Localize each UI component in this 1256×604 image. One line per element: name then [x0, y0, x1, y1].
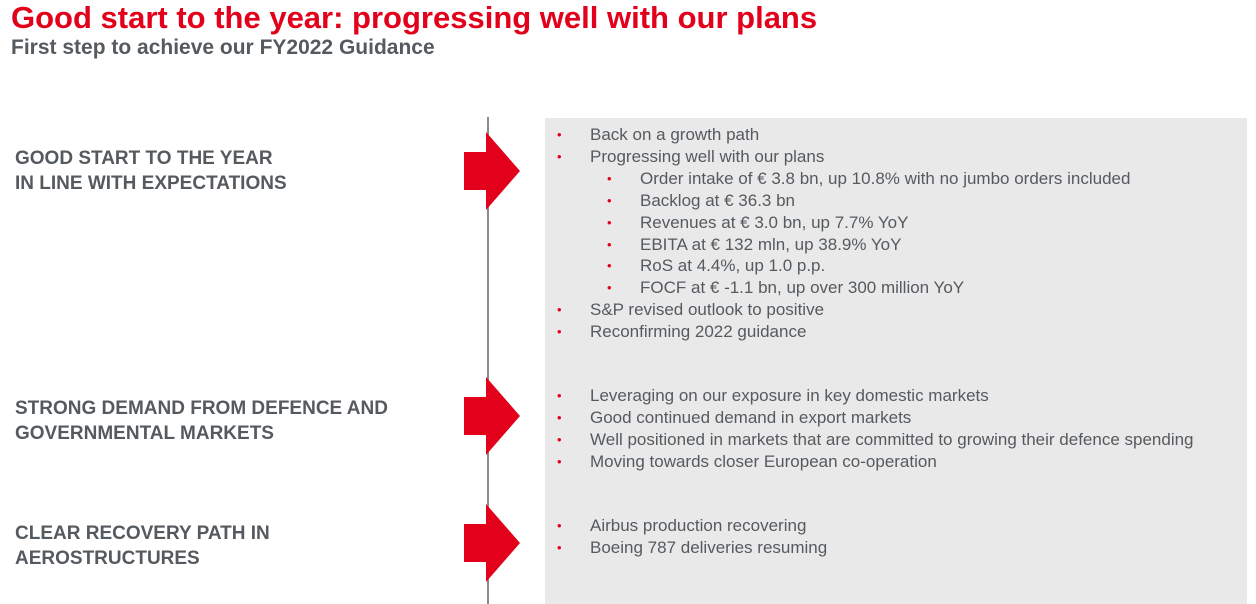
right-arrow-icon: [464, 504, 520, 582]
list-item: • Leveraging on our exposure in key domes…: [557, 386, 989, 405]
list-item: • Reconfirming 2022 guidance: [557, 322, 807, 342]
bullet-icon: •: [557, 453, 562, 469]
bullet-icon: •: [557, 127, 562, 142]
bullet-list-strong-demand: • Leveraging on our exposure in key domes…: [555, 385, 1194, 473]
bullet-icon: •: [607, 192, 612, 208]
bullet-panel: [545, 118, 1247, 604]
bullet-icon: •: [607, 214, 612, 230]
section-label-line: IN LINE WITH EXPECTATIONS: [15, 173, 287, 194]
section-label-recovery-path: CLEAR RECOVERY PATH IN AEROSTRUCTURES: [15, 521, 270, 571]
bullet-icon: •: [557, 518, 562, 533]
page-subtitle: First step to achieve our FY2022 Guidanc…: [11, 36, 435, 59]
section-label-line: STRONG DEMAND FROM DEFENCE AND: [15, 398, 388, 419]
section-label-line: GOOD START TO THE YEAR: [15, 148, 273, 169]
list-item: • Airbus production recovering: [557, 516, 807, 535]
bullet-icon: •: [557, 148, 562, 164]
section-label-strong-demand: STRONG DEMAND FROM DEFENCE AND GOVERNMEN…: [15, 396, 388, 446]
bullet-icon: •: [557, 539, 562, 555]
bullet-list-good-start: • Back on a growth path • Progressing well…: [555, 124, 1130, 343]
bullet-list-recovery-path: • Airbus production recovering • Boeing 78…: [555, 515, 827, 559]
list-item: • FOCF at € -1.1 bn, up over 300 million …: [607, 278, 965, 298]
right-arrow-icon: [464, 377, 520, 455]
list-item: • Good continued demand in export markets: [557, 407, 912, 427]
list-item: • Boeing 787 deliveries resuming: [557, 537, 828, 557]
list-item: • Moving towards closer European co-opera…: [557, 451, 937, 471]
list-item: • RoS at 4.4%, up 1.0 p.p.: [607, 256, 826, 276]
bullet-icon: •: [607, 236, 612, 252]
page-title: Good start to the year: progressing well…: [11, 0, 818, 35]
bullet-icon: •: [557, 302, 562, 318]
section-label-line: CLEAR RECOVERY PATH IN: [15, 523, 270, 544]
bullet-icon: •: [607, 280, 612, 296]
list-item: • Revenues at € 3.0 bn, up 7.7% YoY: [607, 212, 909, 232]
list-item: • Back on a growth path: [557, 125, 760, 144]
section-label-good-start: GOOD START TO THE YEAR IN LINE WITH EXPE…: [15, 146, 287, 196]
list-item: • Progressing well with our plans: [557, 146, 825, 166]
bullet-icon: •: [557, 409, 562, 425]
vertical-divider: [487, 117, 489, 604]
bullet-icon: •: [607, 258, 612, 274]
section-label-line: AEROSTRUCTURES: [15, 548, 200, 569]
section-label-line: GOVERNMENTAL MARKETS: [15, 423, 274, 444]
bullet-icon: •: [557, 431, 562, 447]
list-item: • Backlog at € 36.3 bn: [607, 190, 796, 210]
list-item: • S&P revised outlook to positive: [557, 300, 825, 320]
right-arrow-icon: [464, 132, 520, 210]
bullet-icon: •: [557, 324, 562, 340]
list-item: • Well positioned in markets that are com…: [557, 429, 1194, 449]
bullet-icon: •: [607, 170, 612, 186]
bullet-icon: •: [557, 388, 562, 403]
list-item: • EBITA at € 132 mln, up 38.9% YoY: [607, 234, 902, 254]
list-item: • Order intake of € 3.8 bn, up 10.8% with…: [607, 168, 1131, 188]
